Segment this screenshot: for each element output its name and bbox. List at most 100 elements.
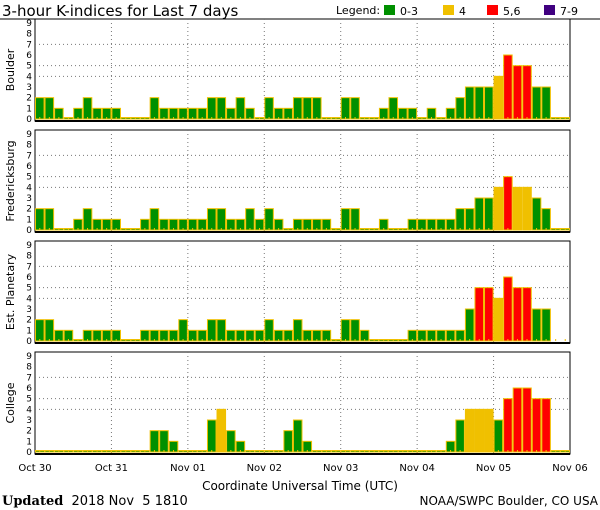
k-index-bar — [474, 408, 485, 453]
k-index-bar — [503, 398, 513, 453]
y-tick-label: 6 — [26, 273, 32, 283]
k-index-bar — [292, 319, 303, 342]
y-tick-label: 9 — [26, 352, 32, 362]
k-index-bar — [44, 319, 55, 342]
x-tick-label: Nov 02 — [247, 463, 282, 474]
k-index-bar — [474, 287, 485, 342]
y-tick-label: 8 — [26, 141, 32, 151]
y-tick-label: 2 — [26, 205, 32, 215]
k-index-bar — [531, 86, 542, 120]
k-index-bar — [216, 97, 227, 120]
k-index-bar — [474, 86, 485, 120]
y-tick-label: 5 — [26, 173, 32, 183]
legend-swatch — [544, 5, 555, 15]
x-tick-label: Nov 03 — [323, 463, 358, 474]
k-index-bar — [292, 97, 303, 120]
k-index-bar — [484, 287, 494, 342]
k-index-bar — [340, 319, 351, 342]
k-index-bar — [484, 408, 494, 453]
k-index-bar — [350, 319, 360, 342]
updated-label: Updated — [2, 494, 63, 509]
station-label: Fredericksburg — [4, 140, 17, 221]
k-index-bar — [493, 419, 504, 453]
y-tick-label: 2 — [26, 316, 32, 326]
k-index-bar — [235, 97, 246, 120]
x-tick-label: Oct 30 — [18, 463, 51, 474]
k-index-bar — [159, 430, 169, 453]
k-index-bar — [178, 319, 188, 342]
legend-swatch — [443, 5, 454, 15]
k-index-bar — [531, 197, 542, 231]
y-tick-label: 8 — [26, 252, 32, 262]
x-tick-label: Nov 04 — [399, 463, 434, 474]
legend-swatch — [487, 5, 498, 15]
y-tick-label: 2 — [26, 427, 32, 437]
k-index-bar — [245, 208, 255, 231]
k-index-bar — [312, 97, 322, 120]
y-tick-label: 3 — [26, 83, 32, 93]
x-axis-label: Coordinate Universal Time (UTC) — [202, 479, 398, 493]
y-tick-label: 7 — [26, 373, 32, 383]
k-index-bar — [541, 86, 551, 120]
k-index-bar — [522, 65, 532, 120]
legend-label: Legend: — [336, 4, 380, 17]
k-index-bar — [82, 97, 93, 120]
station-label: Est. Planetary — [4, 253, 17, 330]
y-tick-label: 5 — [26, 62, 32, 72]
k-index-bar — [82, 208, 93, 231]
y-tick-label: 1 — [26, 437, 32, 447]
k-index-bar — [541, 398, 551, 453]
station-label: College — [4, 382, 17, 423]
k-index-bar — [464, 308, 475, 342]
y-tick-label: 3 — [26, 194, 32, 204]
k-index-bar — [503, 276, 513, 342]
legend-entry: 7-9 — [560, 5, 578, 18]
y-tick-label: 6 — [26, 51, 32, 61]
k-index-bar — [216, 408, 227, 453]
k-index-bar — [206, 97, 217, 120]
k-index-bar — [464, 86, 475, 120]
y-tick-label: 9 — [26, 19, 32, 29]
k-index-bar — [541, 208, 551, 231]
legend-entry: 4 — [459, 5, 466, 18]
x-tick-label: Nov 05 — [476, 463, 511, 474]
k-index-bar — [388, 97, 399, 120]
k-index-bar — [44, 208, 55, 231]
y-tick-label: 4 — [26, 405, 32, 415]
y-tick-label: 7 — [26, 262, 32, 272]
y-tick-label: 8 — [26, 30, 32, 40]
y-tick-label: 0 — [26, 226, 32, 236]
y-tick-label: 4 — [26, 183, 32, 193]
k-index-bar — [493, 75, 504, 120]
k-index-bar — [512, 287, 523, 342]
chart-title: 3-hour K-indices for Last 7 days — [2, 2, 238, 20]
svg-text:Updated 2018 Nov 5 1810: Updated 2018 Nov 5 1810 — [2, 494, 188, 509]
updated-value: 2018 Nov 5 1810 — [71, 494, 187, 509]
k-index-bar — [283, 430, 293, 453]
y-tick-label: 0 — [26, 448, 32, 458]
y-tick-label: 2 — [26, 94, 32, 104]
k-index-bar — [35, 319, 45, 342]
y-tick-label: 6 — [26, 162, 32, 172]
y-tick-label: 0 — [26, 337, 32, 347]
y-tick-label: 0 — [26, 115, 32, 125]
k-index-bar — [206, 419, 217, 453]
source-credit: NOAA/SWPC Boulder, CO USA — [420, 494, 599, 508]
k-index-bar — [149, 97, 160, 120]
k-index-bar — [264, 319, 274, 342]
k-index-bar — [149, 208, 160, 231]
k-index-bar — [522, 387, 532, 453]
k-index-bar — [464, 408, 475, 453]
y-tick-label: 8 — [26, 363, 32, 373]
y-tick-label: 1 — [26, 326, 32, 336]
k-index-bar — [35, 208, 45, 231]
k-index-bar — [216, 319, 227, 342]
k-index-bar — [512, 186, 523, 231]
k-index-bar — [264, 97, 274, 120]
k-index-bar — [292, 419, 303, 453]
y-tick-label: 7 — [26, 151, 32, 161]
y-tick-label: 3 — [26, 416, 32, 426]
